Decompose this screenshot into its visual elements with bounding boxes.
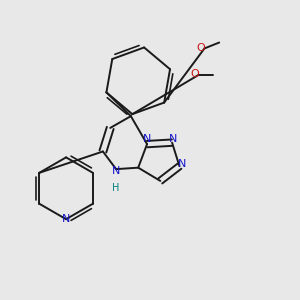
Text: O: O xyxy=(190,69,199,79)
Text: O: O xyxy=(196,43,205,52)
Text: N: N xyxy=(178,159,186,169)
Text: N: N xyxy=(112,167,120,176)
Text: N: N xyxy=(143,134,151,144)
Text: N: N xyxy=(62,214,70,224)
Text: N: N xyxy=(169,134,177,144)
Text: H: H xyxy=(112,183,120,193)
